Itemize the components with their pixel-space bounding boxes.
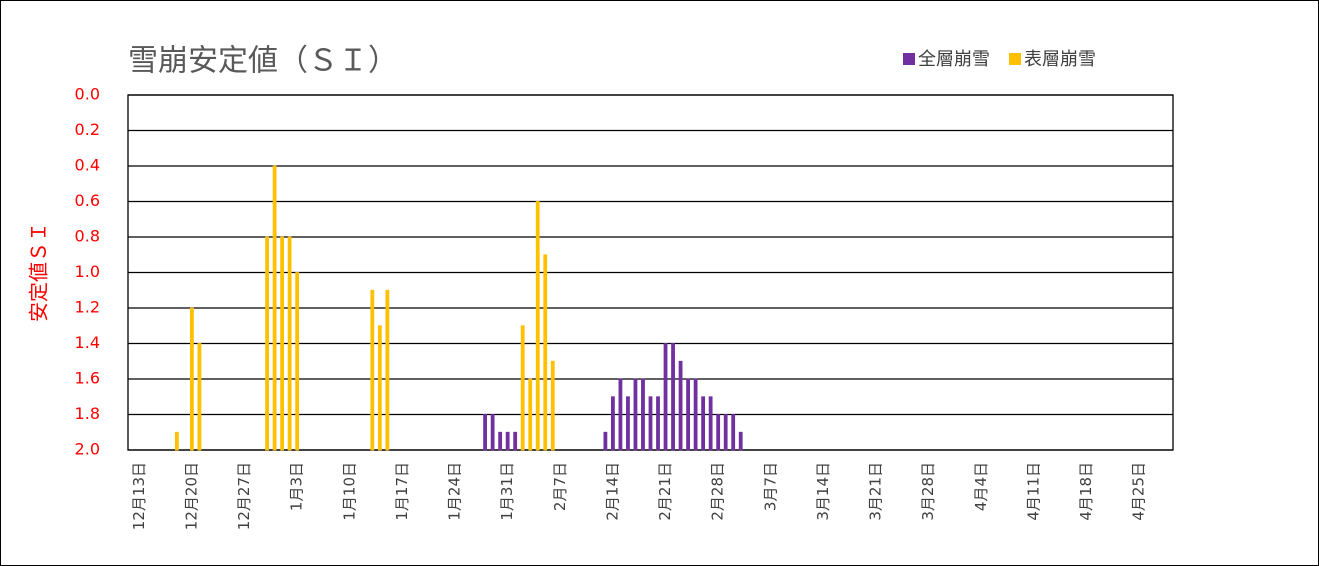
x-tick-label: 3月21日	[867, 462, 885, 521]
x-tick-label: 12月13日	[130, 462, 148, 530]
bar	[287, 236, 292, 451]
y-tick-label: 1.4	[75, 333, 100, 352]
bar	[641, 378, 645, 451]
y-tick-label: 0.4	[75, 156, 100, 175]
x-tick-label: 4月18日	[1077, 462, 1095, 521]
legend-swatch	[1009, 53, 1021, 65]
bar	[656, 396, 660, 451]
bar	[513, 431, 518, 451]
bar	[686, 378, 690, 451]
x-tick-label: 12月20日	[182, 462, 200, 530]
bar	[693, 378, 698, 451]
bar	[603, 431, 608, 451]
bar	[280, 236, 285, 451]
bar	[716, 414, 721, 451]
bar	[663, 343, 668, 451]
y-tick-label: 1.8	[75, 404, 100, 423]
x-tick-label: 2月14日	[603, 462, 621, 521]
bar	[377, 325, 382, 451]
y-tick-label: 1.6	[75, 369, 100, 388]
bar	[671, 343, 675, 451]
bar	[385, 289, 390, 451]
bar	[265, 236, 269, 451]
bar	[738, 431, 743, 451]
x-tick-label: 4月25日	[1130, 462, 1148, 521]
bar	[708, 396, 713, 451]
x-tick-label: 3月7日	[761, 462, 779, 511]
bar	[528, 378, 533, 451]
bar	[174, 431, 179, 451]
x-tick-label: 4月4日	[972, 462, 990, 511]
x-tick-label: 1月10日	[340, 462, 358, 521]
bar	[483, 414, 488, 451]
bar	[295, 272, 300, 451]
bar	[678, 360, 683, 451]
bar	[535, 201, 540, 451]
bar	[520, 325, 525, 451]
x-tick-label: 1月31日	[498, 462, 516, 521]
bar	[498, 431, 503, 451]
y-tick-label: 1.0	[75, 262, 100, 281]
x-tick-label: 12月27日	[235, 462, 253, 530]
bar	[272, 165, 277, 451]
y-tick-label: 2.0	[75, 440, 100, 459]
bar	[543, 254, 548, 451]
bar	[370, 289, 375, 451]
x-tick-label: 3月28日	[919, 462, 937, 521]
bar	[723, 414, 728, 451]
bar	[490, 414, 495, 451]
x-tick-label: 1月3日	[288, 462, 306, 511]
bar	[611, 396, 615, 451]
y-axis-label: 安定値ＳＩ	[27, 222, 51, 322]
x-tick-label: 3月14日	[814, 462, 832, 521]
bar	[633, 378, 638, 451]
x-tick-label: 4月11日	[1024, 462, 1042, 521]
bar	[197, 343, 202, 451]
y-tick-label: 0.2	[75, 120, 100, 139]
bar	[190, 307, 194, 451]
legend-swatch	[903, 53, 915, 65]
chart-title: 雪崩安定値（ＳＩ）	[128, 44, 398, 79]
x-tick-label: 1月17日	[393, 462, 411, 521]
x-tick-label: 2月7日	[551, 462, 569, 511]
legend-label: 全層崩雪	[918, 49, 990, 70]
bar	[701, 396, 706, 451]
bar	[626, 396, 630, 451]
bar	[550, 360, 555, 451]
y-tick-label: 0.0	[75, 85, 100, 104]
bar	[618, 378, 623, 451]
x-tick-label: 1月24日	[446, 462, 464, 521]
y-tick-label: 1.2	[75, 298, 100, 317]
y-tick-label: 0.8	[75, 227, 100, 246]
x-tick-label: 2月21日	[656, 462, 674, 521]
x-tick-label: 2月28日	[709, 462, 727, 521]
bar	[731, 414, 736, 451]
bar	[505, 431, 510, 451]
y-tick-label: 0.6	[75, 191, 100, 210]
bar	[648, 396, 653, 451]
legend-label: 表層崩雪	[1024, 49, 1096, 70]
